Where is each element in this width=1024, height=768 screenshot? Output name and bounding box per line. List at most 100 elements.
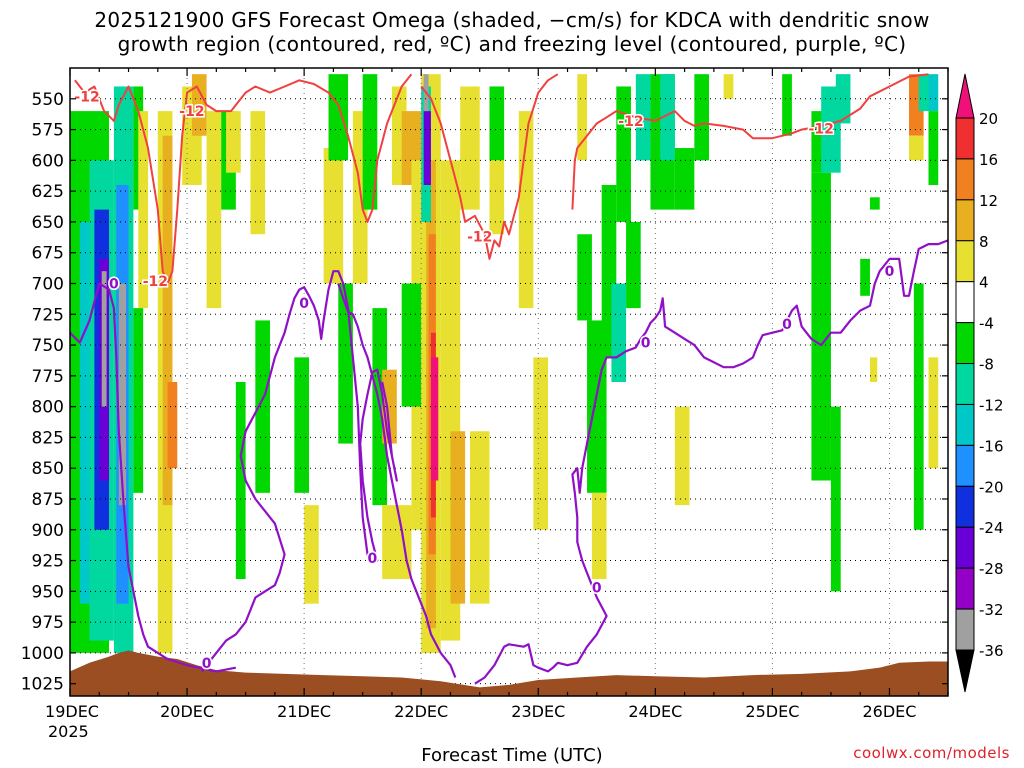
- omega-cell: [255, 320, 270, 493]
- y-tick-label: 900: [32, 521, 64, 541]
- freezing-level-line: [69, 282, 237, 673]
- omega-shading: [70, 74, 939, 653]
- omega-cell: [226, 111, 241, 173]
- y-tick-label: 1025: [21, 675, 64, 695]
- omega-cell: [918, 74, 929, 112]
- omega-cell: [489, 160, 505, 235]
- omega-cell: [616, 86, 631, 222]
- dgz-contour-line: [571, 73, 929, 210]
- colorbar-bin: [955, 240, 975, 283]
- omega-cell: [235, 382, 246, 580]
- colorbar-bin: [955, 444, 975, 487]
- freezing-contour-label: 0: [109, 276, 119, 292]
- y-tick-label: 825: [32, 428, 64, 448]
- y-tick-label: 850: [32, 459, 64, 479]
- colorbar-bin: [955, 526, 975, 569]
- x-tick-label: 26DEC: [862, 702, 916, 721]
- omega-cell: [304, 505, 319, 604]
- omega-cell: [460, 86, 480, 210]
- omega-cell: [133, 308, 144, 493]
- omega-cell: [328, 74, 349, 161]
- omega-cell: [250, 111, 266, 235]
- colorbar-label: 8: [979, 233, 989, 251]
- omega-cell: [674, 406, 690, 506]
- freezing-contour-label: 0: [592, 581, 602, 597]
- dgz-contour-label: -12: [179, 104, 204, 120]
- colorbar-label: -16: [979, 437, 1004, 455]
- y-tick-label: 975: [32, 613, 64, 633]
- y-tick-label: 750: [32, 336, 64, 356]
- colorbar-bin: [955, 567, 975, 610]
- freezing-level-line: [474, 239, 949, 685]
- dgz-contour-label: -12: [809, 121, 834, 137]
- colorbar-bin: [955, 608, 975, 651]
- dgz-contour-label: -12: [74, 89, 99, 105]
- freezing-contour-label: 0: [782, 317, 792, 333]
- freezing-level-line: [337, 283, 457, 678]
- colorbar-label: -8: [979, 356, 994, 374]
- colorbar-label: -20: [979, 478, 1004, 496]
- y-tick-label: 625: [32, 182, 64, 202]
- x-tick-label: 22DEC: [394, 702, 448, 721]
- chart-title-line1: 2025121900 GFS Forecast Omega (shaded, −…: [94, 8, 930, 32]
- x-tick-label: 19DEC: [45, 702, 99, 721]
- colorbar-bin: [955, 117, 975, 160]
- omega-cell: [382, 505, 412, 580]
- omega-cell: [913, 283, 924, 530]
- freezing-contour-label: 0: [299, 296, 309, 312]
- colorbar-label: -28: [979, 560, 1004, 578]
- colorbar-label: -12: [979, 396, 1004, 414]
- omega-cell: [860, 258, 870, 296]
- colorbar-label: 20: [979, 110, 998, 128]
- colorbar-label: -32: [979, 601, 1004, 619]
- x-tick-label: 21DEC: [277, 702, 331, 721]
- omega-cell: [162, 135, 173, 506]
- colorbar-label: 16: [979, 151, 998, 169]
- omega-cell: [167, 382, 178, 469]
- omega-cell: [782, 74, 792, 136]
- credit-link[interactable]: coolwx.com/models: [853, 744, 1010, 762]
- colorbar-bin: [955, 363, 975, 405]
- colorbar-bin: [955, 199, 975, 242]
- omega-cell: [191, 74, 207, 136]
- omega-cell: [928, 357, 939, 469]
- x-tick-label: 23DEC: [511, 702, 565, 721]
- omega-cell: [362, 74, 378, 210]
- x-tick-label: 25DEC: [745, 702, 799, 721]
- omega-cell: [723, 74, 734, 99]
- omega-cell: [869, 357, 878, 382]
- omega-cell: [587, 320, 607, 493]
- colorbar-label: -36: [979, 642, 1004, 660]
- omega-cell: [206, 111, 222, 309]
- omega-cell: [577, 234, 592, 321]
- omega-cell: [811, 172, 831, 481]
- dgz-contour-label: -12: [618, 114, 643, 130]
- freezing-contour-label: 0: [885, 264, 895, 280]
- omega-cell: [928, 74, 939, 112]
- omega-cell: [928, 111, 939, 185]
- colorbar-bin: [955, 403, 975, 446]
- dgz-contour-label: -12: [467, 230, 492, 246]
- y-tick-label: 550: [32, 90, 64, 110]
- omega-cell: [626, 221, 641, 309]
- y-tick-label: 700: [32, 274, 64, 294]
- omega-cell: [138, 111, 149, 309]
- omega-cell: [908, 135, 924, 161]
- omega-cell: [469, 431, 490, 604]
- colorbar-bin: [955, 322, 975, 365]
- y-tick-label: 950: [32, 582, 64, 602]
- omega-cell: [323, 148, 344, 284]
- y-tick-label: 925: [32, 552, 64, 572]
- dgz-contour-label: -12: [143, 274, 168, 290]
- y-tick-label: 650: [32, 213, 64, 233]
- freezing-level-line: [200, 270, 398, 673]
- colorbar-bin: [955, 485, 975, 528]
- omega-cell: [430, 357, 439, 481]
- year-label: 2025: [48, 722, 89, 741]
- dgz-contour-line: [74, 73, 413, 285]
- terrain-fill: [70, 650, 948, 696]
- y-tick-label: 875: [32, 490, 64, 510]
- omega-cell: [611, 283, 627, 382]
- omega-cell: [577, 74, 588, 161]
